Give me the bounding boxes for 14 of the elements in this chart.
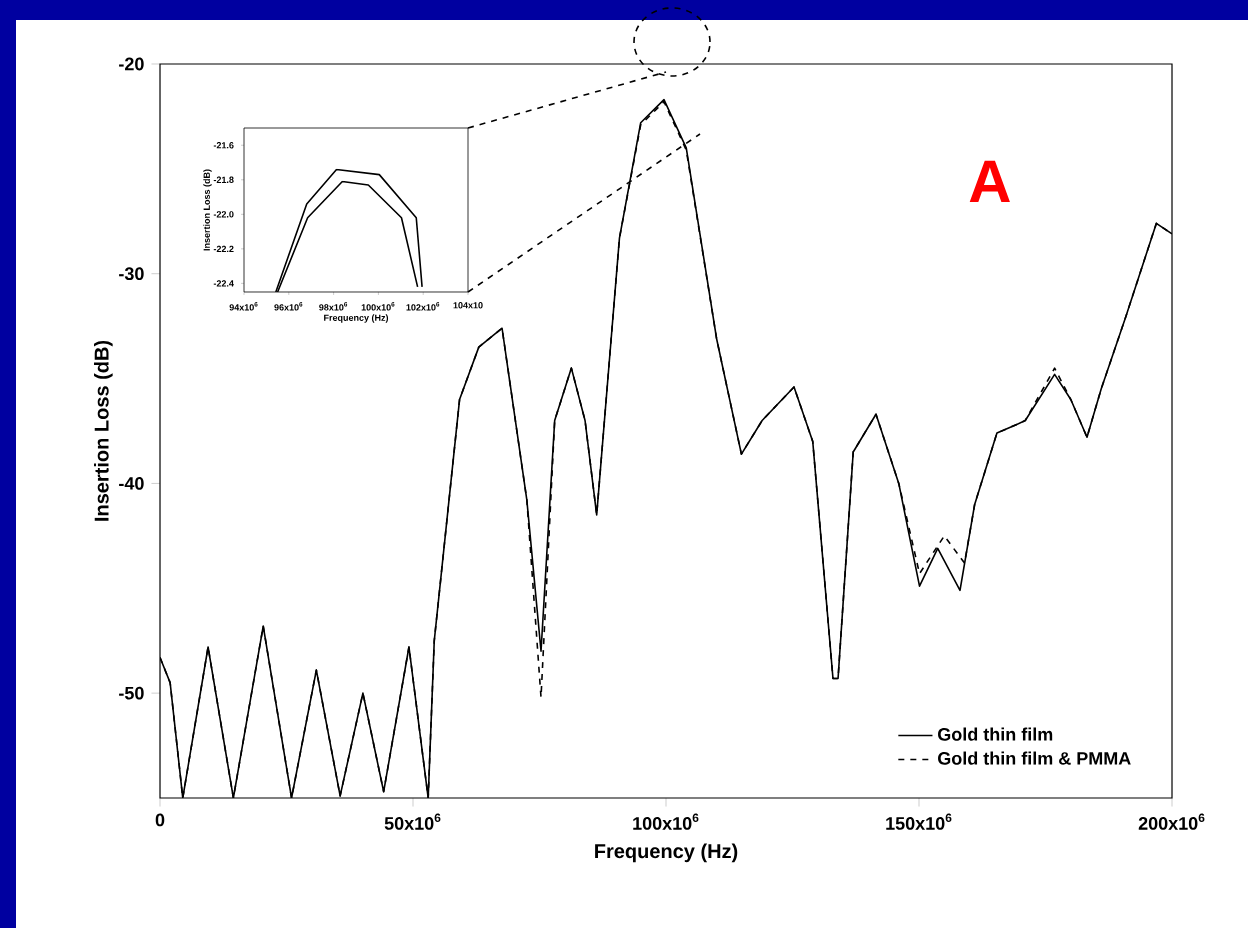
legend-label: Gold thin film <box>938 727 1053 741</box>
x-tick-label: 150x10$^{6}$ <box>886 813 952 830</box>
annotation: A <box>969 160 1010 203</box>
x-tick-label: 100x10$^{6}$ <box>633 813 699 830</box>
y-tick-label: -40 <box>119 477 144 490</box>
x-tick-label: 0 <box>155 813 165 827</box>
legend-label: Gold thin film & PMMA <box>938 751 1131 765</box>
x-axis-title: Frequency (Hz) <box>595 843 738 863</box>
y-axis-title: Insertion Loss (dB) <box>94 340 113 521</box>
x-tick-label: 200x10$^{6}$ <box>1138 813 1205 830</box>
x-tick-label: 50x10$^{6}$ <box>384 813 441 830</box>
y-tick-label: -20 <box>119 57 144 71</box>
y-tick-label: -30 <box>119 267 144 281</box>
y-tick-label: -50 <box>119 686 144 700</box>
